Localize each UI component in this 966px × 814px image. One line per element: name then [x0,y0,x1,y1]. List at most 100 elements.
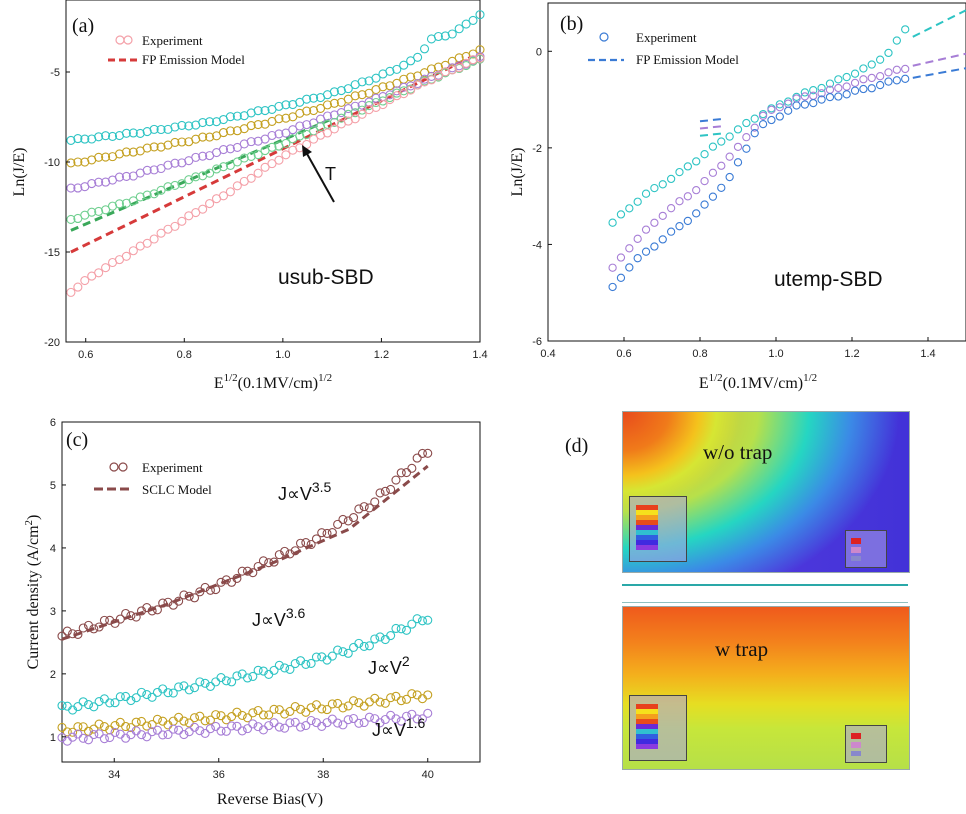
data-point-2-1-26 [195,677,205,687]
panel-b-frame [547,2,966,342]
x-tick-label-1-0: 0.4 [540,348,555,360]
data-point-2-1-69 [423,615,433,625]
data-point-0-1-13 [156,142,166,152]
data-point-2-1-46 [301,659,311,669]
data-point-0-0-35 [309,93,319,103]
data-point-1-2-12 [708,192,718,201]
data-point-2-2-36 [248,708,258,718]
panel-a-arrow [305,151,335,203]
data-point-2-0-56 [354,504,364,514]
data-point-1-2-21 [784,106,793,115]
data-point-0-4-47 [392,91,402,101]
data-point-2-1-43 [285,664,295,674]
data-point-2-2-42 [280,709,290,719]
data-point-1-0-34 [892,36,901,45]
data-point-0-0-54 [440,31,450,41]
data-point-1-2-2 [625,263,634,272]
data-point-2-3-17 [147,727,157,737]
data-point-1-1-17 [750,123,759,132]
data-point-2-2-64 [396,696,406,706]
data-point-0-0-16 [177,120,187,131]
data-point-0-4-23 [225,187,235,197]
data-point-2-1-55 [348,642,359,652]
data-point-2-0-49 [317,528,327,538]
data-point-1-0-21 [784,97,793,106]
data-point-1-2-13 [717,183,726,192]
y-tick-label-2-1: 2 [50,669,56,681]
data-point-0-0-21 [211,117,222,127]
data-point-0-1-32 [288,112,298,122]
data-point-0-0-9 [128,128,138,138]
data-point-2-3-47 [306,715,316,726]
panel-c-label: (c) [66,429,88,451]
data-point-1-0-25 [817,83,826,93]
data-point-2-0-14 [131,612,141,622]
data-point-0-0-51 [419,44,430,54]
data-point-1-1-9 [683,192,692,201]
data-point-2-1-57 [359,641,369,652]
data-point-1-0-8 [675,167,684,177]
data-point-0-4-58 [468,55,478,65]
data-point-1-2-17 [750,129,759,138]
panel-a-label: (a) [72,15,94,37]
data-point-2-0-37 [253,561,263,572]
data-point-0-0-42 [357,77,367,87]
data-point-2-0-13 [126,611,136,621]
data-point-1-1-13 [717,161,726,170]
data-point-2-0-11 [115,614,125,624]
data-point-2-0-29 [211,585,221,595]
data-point-2-2-3 [73,722,83,732]
data-point-0-2-19 [198,151,208,161]
data-point-0-3-16 [177,179,187,189]
data-point-2-2-43 [285,706,295,716]
data-point-2-0-19 [158,598,168,608]
panel-b-sample-label: utemp-SBD [774,268,883,291]
data-point-2-2-13 [126,723,136,733]
data-point-2-2-60 [375,697,385,707]
data-point-1-0-4 [641,189,651,198]
separator-line-top [622,584,908,586]
data-point-0-3-57 [461,61,471,71]
data-point-2-3-65 [401,711,412,721]
data-point-1-0-6 [658,180,667,189]
data-point-2-1-32 [227,677,237,687]
data-point-0-2-11 [142,165,152,175]
data-point-2-3-20 [163,729,173,740]
data-point-0-0-20 [205,117,215,127]
data-point-0-0-48 [399,60,409,70]
data-point-0-3-29 [267,142,277,152]
data-point-0-4-38 [329,124,339,134]
panel-b-ticks: 0.4 0.6 0.8 1.0 1.2 1.4 0 -2 -4 -6 [532,46,935,360]
data-point-1-2-19 [767,115,776,125]
data-point-0-0-28 [260,106,270,116]
data-point-0-4-49 [406,85,416,95]
data-point-0-2-3 [87,179,97,189]
data-point-2-1-48 [311,652,321,662]
data-point-2-2-30 [216,711,226,721]
panel-c-legend: Experiment SCLC Model [94,460,212,497]
data-point-0-1-16 [177,137,187,147]
data-point-2-0-57 [359,502,369,512]
data-point-2-0-25 [189,593,200,603]
data-point-0-4-28 [260,162,270,172]
data-point-2-2-31 [221,715,231,725]
data-point-2-3-21 [168,724,178,734]
data-point-2-3-33 [232,721,242,731]
data-point-1-2-4 [641,247,651,256]
data-point-0-1-19 [198,132,208,142]
y-tick-label-1-2: -4 [532,239,542,251]
data-point-2-0-67 [412,453,422,463]
panel-a-marks [66,10,485,297]
data-point-0-3-33 [295,131,305,141]
data-point-1-2-3 [633,254,642,263]
data-point-1-0-13 [717,137,726,146]
data-point-2-0-65 [401,467,412,478]
data-point-2-3-52 [333,718,343,728]
data-point-1-0-11 [700,150,709,159]
data-point-0-4-13 [156,228,166,238]
data-point-0-3-37 [322,119,333,129]
data-point-2-0-27 [200,582,210,592]
data-point-0-0-27 [253,106,263,116]
data-point-2-1-54 [343,648,353,658]
data-point-2-3-44 [290,717,300,727]
